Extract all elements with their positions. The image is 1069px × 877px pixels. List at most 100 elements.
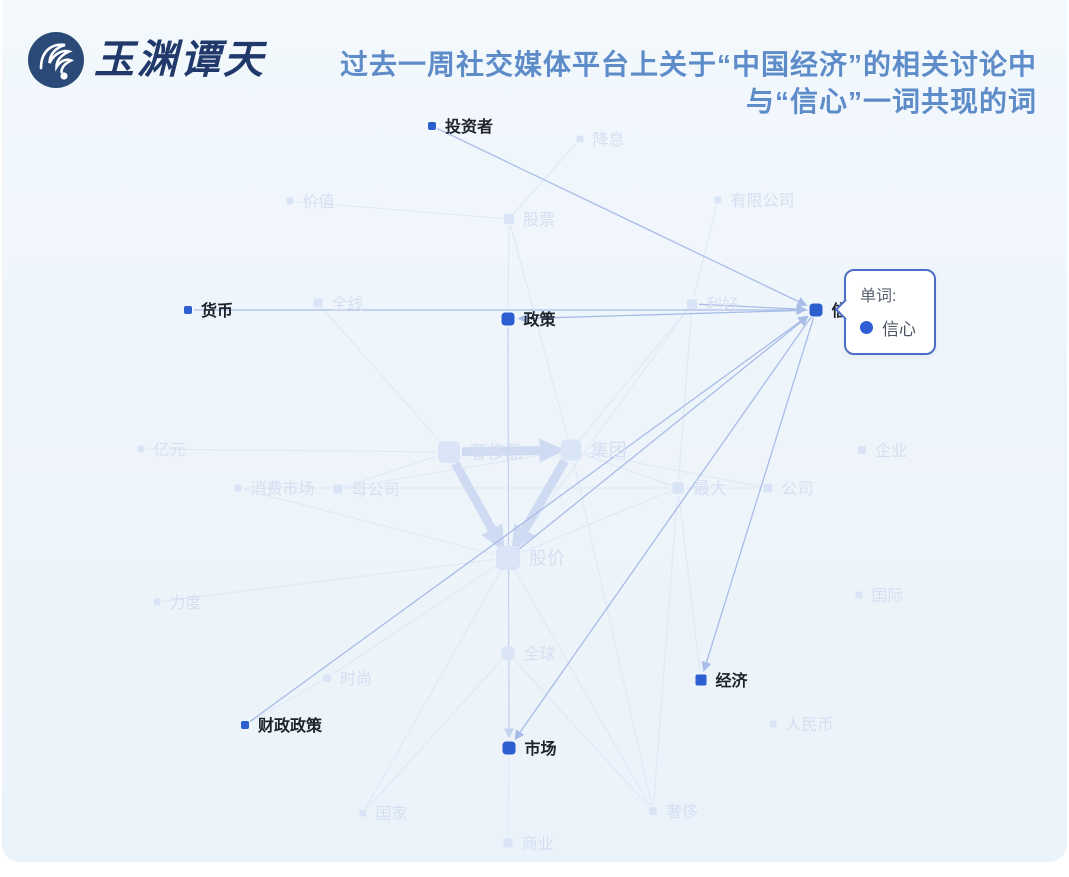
node-marker[interactable] [501,646,515,660]
node-label: 市场 [525,739,557,758]
graph-node-最大[interactable]: 最大 [672,479,727,498]
graph-node-人民币[interactable]: 人民币 [769,716,834,734]
graph-node-有限公司[interactable]: 有限公司 [714,192,795,210]
graph-edge-利好-集团 [578,309,688,441]
node-label: 奢侈 [666,803,698,821]
graph-edge-有限公司-利好 [693,205,718,298]
node-label: 财政政策 [257,716,323,735]
graph-node-货币[interactable]: 货币 [184,301,233,320]
node-marker[interactable] [809,303,823,317]
node-label: 价值 [303,193,335,211]
graph-node-财政政策[interactable]: 财政政策 [241,716,323,735]
graph-node-降息[interactable]: 降息 [576,131,625,149]
graph-node-奢侈[interactable]: 奢侈 [649,803,698,821]
page-title: 过去一周社交媒体平台上关于“中国经济”的相关讨论中 与“信心”一词共现的词 [340,46,1037,120]
graph-edge-母公司-奢侈品 [344,455,437,488]
node-marker[interactable] [333,484,343,494]
graph-node-力度[interactable]: 力度 [153,594,202,612]
graph-edge-政策-市场 [503,327,514,739]
node-marker[interactable] [763,483,773,493]
graph-edge-利好-信心 [698,303,807,315]
graph-node-国家[interactable]: 国家 [359,805,408,823]
graph-node-股票[interactable]: 股票 [504,211,555,229]
graph-node-价值[interactable]: 价值 [286,193,335,211]
graph-edge-全球-国家 [366,658,503,810]
node-marker[interactable] [501,312,515,326]
graph-edge-集团-股价 [511,458,569,552]
node-marker[interactable] [576,135,584,143]
node-marker[interactable] [359,809,367,817]
node-marker[interactable] [502,741,516,755]
graph-node-股价[interactable]: 股价 [496,546,565,570]
graph-node-集团[interactable]: 集团 [560,439,627,461]
node-marker[interactable] [241,721,249,729]
graph-edge-信心-市场 [514,316,812,741]
graph-edge-股价-信心 [518,315,809,550]
title-line2: 与“信心”一词共现的词 [745,86,1037,117]
graph-node-时尚[interactable]: 时尚 [323,670,372,688]
graph-edge-最大-经济 [678,495,701,673]
node-label: 全线 [332,295,364,313]
graph-edge-奢侈品-股价 [451,461,505,552]
node-marker[interactable] [672,482,684,494]
graph-node-母公司[interactable]: 母公司 [333,482,400,499]
node-label: 消费市场 [251,480,315,498]
graph-edge-利好-股价 [515,309,689,548]
node-marker[interactable] [313,298,323,308]
node-marker[interactable] [503,838,513,848]
node-label: 有限公司 [731,192,795,210]
node-label: 货币 [201,301,233,320]
node-label: 政策 [524,310,557,329]
node-marker[interactable] [687,299,697,309]
graph-edge-最大-奢侈 [652,495,678,806]
graph-node-经济[interactable]: 经济 [695,671,749,690]
graph-node-全球[interactable]: 全球 [501,645,556,663]
node-marker[interactable] [695,674,707,686]
graph-edge-全球-奢侈 [513,658,650,807]
node-marker[interactable] [137,445,145,453]
graph-edge-集团-奢侈 [573,462,653,806]
node-label: 母公司 [352,482,400,499]
graph-node-企业[interactable]: 企业 [858,442,907,460]
tooltip-row: 信心 [860,315,916,340]
graph-edge-亿元-奢侈品 [146,448,437,453]
graph-node-商业[interactable]: 商业 [503,835,554,853]
node-marker[interactable] [855,591,863,599]
node-marker[interactable] [234,484,242,492]
graph-node-投资者[interactable]: 投资者 [428,117,493,136]
node-marker[interactable] [323,674,331,682]
node-marker[interactable] [153,598,161,606]
node-marker[interactable] [504,214,514,224]
graph-node-公司[interactable]: 公司 [763,481,814,498]
node-marker[interactable] [286,197,294,205]
node-label: 利好 [706,296,738,314]
node-marker[interactable] [714,196,722,204]
node-marker[interactable] [428,122,436,130]
graph-edge-股价-奢侈 [514,569,651,807]
node-marker[interactable] [184,306,192,314]
graph-node-全线[interactable]: 全线 [313,295,364,313]
node-marker[interactable] [769,720,777,728]
graph-node-政策[interactable]: 政策 [501,310,557,329]
graph-edge-股价-国家 [365,569,502,809]
graph-node-亿元[interactable]: 亿元 [137,441,186,459]
node-label: 国际 [872,587,904,605]
tooltip-series-dot-icon [860,321,873,334]
node-label: 公司 [782,481,814,498]
node-marker[interactable] [438,441,460,463]
graph-edge-股价-力度 [162,559,495,602]
graph-edge-信心-政策 [517,309,808,324]
node-marker[interactable] [560,439,582,461]
node-marker[interactable] [496,546,520,570]
graph-node-国际[interactable]: 国际 [855,587,904,605]
graph-edge-股价-消费市场 [243,488,495,556]
graph-node-市场[interactable]: 市场 [502,739,557,758]
graph-node-利好[interactable]: 利好 [687,296,738,314]
node-marker[interactable] [858,446,866,454]
node-marker[interactable] [649,807,657,815]
graph-node-奢侈品[interactable]: 奢侈品 [438,441,523,463]
graph-node-消费市场[interactable]: 消费市场 [234,480,315,498]
graph-edge-全线-奢侈品 [321,307,441,443]
